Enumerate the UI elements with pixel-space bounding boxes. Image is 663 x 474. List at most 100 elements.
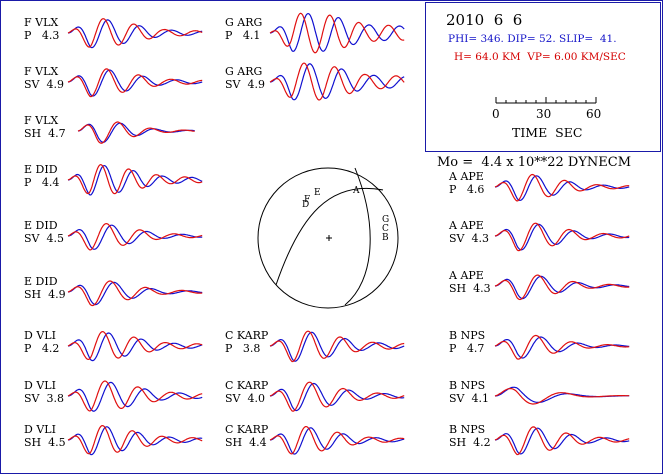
phase-amplitude: SH 4.2	[449, 436, 491, 449]
phase-amplitude: SH 4.9	[24, 288, 66, 301]
synthetic-trace	[67, 68, 203, 98]
synthetic-trace	[494, 222, 630, 252]
synthetic-trace	[494, 173, 630, 202]
phase-amplitude: P 4.7	[449, 342, 485, 355]
phase-amplitude: P 4.3	[24, 29, 60, 42]
station-name: A APE	[449, 219, 484, 232]
trace-label: B NPS SV 4.1	[449, 380, 489, 406]
station-mark-D: D	[302, 200, 310, 210]
phase-amplitude: SV 3.8	[24, 392, 64, 405]
observed-trace	[67, 69, 203, 97]
station-name: D VLI	[24, 329, 56, 342]
trace-label: C KARP SH 4.4	[225, 424, 268, 450]
observed-trace	[494, 275, 630, 300]
trace-label: F VLX SV 4.9	[24, 66, 64, 92]
phase-amplitude: SV 4.1	[449, 392, 489, 405]
synthetic-trace	[494, 334, 630, 360]
trace-label: D VLI SV 3.8	[24, 380, 64, 406]
synthetic-trace	[269, 381, 405, 412]
scale-tick-60: 60	[586, 107, 602, 121]
synthetic-trace	[67, 280, 203, 307]
station-mark-B: B	[382, 233, 389, 243]
synthetic-trace	[494, 387, 630, 405]
station-name: F VLX	[24, 16, 59, 29]
station-name: C KARP	[225, 423, 269, 436]
phase-amplitude: SH 4.7	[24, 127, 66, 140]
station-name: B NPS	[449, 379, 486, 392]
synthetic-trace	[494, 426, 630, 456]
waveform-traces	[67, 12, 630, 456]
station-mark-E: E	[314, 188, 321, 198]
trace-label: A APE P 4.6	[449, 171, 484, 197]
trace-label: E DID P 4.4	[24, 164, 59, 190]
station-mark-C: C	[382, 224, 389, 234]
trace-label: A APE SH 4.3	[449, 270, 491, 296]
observed-trace	[269, 12, 405, 53]
phase-amplitude: SH 4.3	[449, 282, 491, 295]
time-scale-bar	[495, 97, 597, 104]
focal-mechanism-beachball	[257, 167, 399, 309]
depth-velocity: H= 64.0 KM VP= 6.00 KM/SEC	[454, 51, 626, 63]
phase-amplitude: SV 4.9	[24, 78, 64, 91]
trace-label: G ARG P 4.1	[225, 17, 262, 43]
nodal-plane-2	[344, 167, 371, 306]
scale-tick-0: 0	[492, 107, 500, 121]
synthetic-trace	[67, 380, 203, 412]
observed-trace	[494, 427, 630, 455]
phase-amplitude: SV 4.0	[225, 392, 265, 405]
nodal-plane-1	[275, 187, 384, 286]
station-name: A APE	[449, 170, 484, 183]
axis-cross	[326, 235, 332, 241]
trace-label: B NPS SH 4.2	[449, 424, 491, 450]
phase-amplitude: P 3.8	[225, 342, 261, 355]
station-mark-F: F	[304, 195, 311, 205]
trace-label: D VLI P 4.2	[24, 330, 59, 356]
station-name: D VLI	[24, 379, 56, 392]
event-date: 2010 6 6	[446, 11, 523, 29]
synthetic-trace	[67, 424, 203, 455]
station-mark-G: G	[382, 215, 390, 225]
observed-trace	[494, 175, 630, 202]
observed-trace	[494, 336, 630, 359]
station-name: C KARP	[225, 379, 269, 392]
phase-amplitude: SV 4.5	[24, 232, 64, 245]
trace-label: C KARP SV 4.0	[225, 380, 268, 406]
station-name: G ARG	[225, 65, 263, 78]
synthetic-trace	[67, 222, 203, 251]
synthetic-trace	[269, 330, 405, 363]
station-name: E DID	[24, 163, 58, 176]
station-name: E DID	[24, 275, 58, 288]
phase-amplitude: SV 4.9	[225, 78, 265, 91]
station-name: F VLX	[24, 114, 59, 127]
synthetic-trace	[269, 62, 405, 101]
mechanism-params: PHI= 346. DIP= 52. SLIP= 41.	[448, 33, 617, 45]
observed-trace	[269, 382, 405, 412]
trace-label: B NPS P 4.7	[449, 330, 485, 356]
station-name: B NPS	[449, 423, 486, 436]
trace-label: F VLX P 4.3	[24, 17, 59, 43]
synthetic-trace	[67, 163, 203, 195]
trace-label: D VLI SH 4.5	[24, 424, 66, 450]
scale-unit-label: TIME SEC	[512, 125, 583, 140]
phase-amplitude: SH 4.5	[24, 436, 66, 449]
station-name: E DID	[24, 219, 58, 232]
phase-amplitude: P 4.6	[449, 183, 485, 196]
observed-trace	[269, 427, 405, 455]
station-name: A APE	[449, 269, 484, 282]
synthetic-trace	[67, 330, 203, 361]
observed-trace	[77, 122, 195, 143]
phase-amplitude: SV 4.3	[449, 232, 489, 245]
beachball-circle	[257, 167, 399, 309]
synthetic-trace	[269, 12, 405, 54]
observed-trace	[67, 224, 203, 250]
observed-trace	[269, 331, 405, 362]
seismic-moment: Mo = 4.4 x 10**22 DYNECM	[437, 155, 632, 170]
station-name: B NPS	[449, 329, 486, 342]
synthetic-trace	[77, 121, 195, 144]
station-name: D VLI	[24, 423, 56, 436]
observed-trace	[269, 63, 405, 101]
phase-amplitude: P 4.1	[225, 29, 261, 42]
trace-label: G ARG SV 4.9	[225, 66, 265, 92]
station-name: G ARG	[225, 16, 263, 29]
